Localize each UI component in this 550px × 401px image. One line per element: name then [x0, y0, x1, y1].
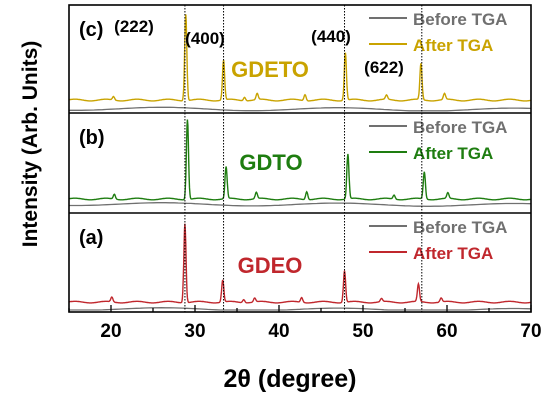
after-tga-line-b: [69, 119, 532, 201]
sample-label-b: GDTO: [239, 150, 302, 175]
x-tick-label-20: 20: [100, 321, 121, 342]
legend-label-before-b: Before TGA: [413, 118, 507, 137]
reference-lines-group: (222) (400) (440) (622): [114, 5, 423, 312]
panels-group: (c) GDETO Before TGA After TGA (b) GDTO Before…: [69, 10, 532, 311]
sample-label-a: GDEO: [238, 253, 303, 278]
before-tga-line-a: [69, 307, 532, 311]
before-tga-line-b: [69, 202, 532, 207]
axes-group: 20 30 40 50 60 70: [68, 4, 542, 342]
miller-index-label-3: (622): [364, 58, 404, 77]
x-tick-label-40: 40: [268, 321, 289, 342]
legend-label-after-b: After TGA: [413, 144, 493, 163]
x-tick-label-60: 60: [436, 321, 457, 342]
panel-label-a: (a): [79, 227, 103, 249]
legend-label-before-c: Before TGA: [413, 10, 507, 29]
legend-label-before-a: Before TGA: [413, 218, 507, 237]
y-axis-label: Intensity (Arb. Units): [19, 41, 42, 248]
panel-label-c: (c): [79, 19, 103, 41]
x-axis-label: 2θ (degree): [224, 365, 357, 393]
panel-label-b: (b): [79, 127, 105, 149]
x-tick-label-70: 70: [520, 321, 541, 342]
x-tick-label-30: 30: [184, 321, 205, 342]
miller-index-label-0: (222): [114, 17, 154, 36]
legend-label-after-c: After TGA: [413, 36, 493, 55]
sample-label-c: GDETO: [231, 57, 309, 82]
after-tga-line-a: [69, 223, 532, 304]
legend-label-after-a: After TGA: [413, 244, 493, 263]
x-tick-label-50: 50: [352, 321, 373, 342]
after-tga-line-c: [69, 14, 531, 102]
before-tga-line-c: [69, 106, 532, 112]
plot-frame: [68, 4, 532, 313]
miller-index-label-1: (400): [185, 29, 225, 48]
miller-index-label-2: (440): [311, 27, 351, 46]
